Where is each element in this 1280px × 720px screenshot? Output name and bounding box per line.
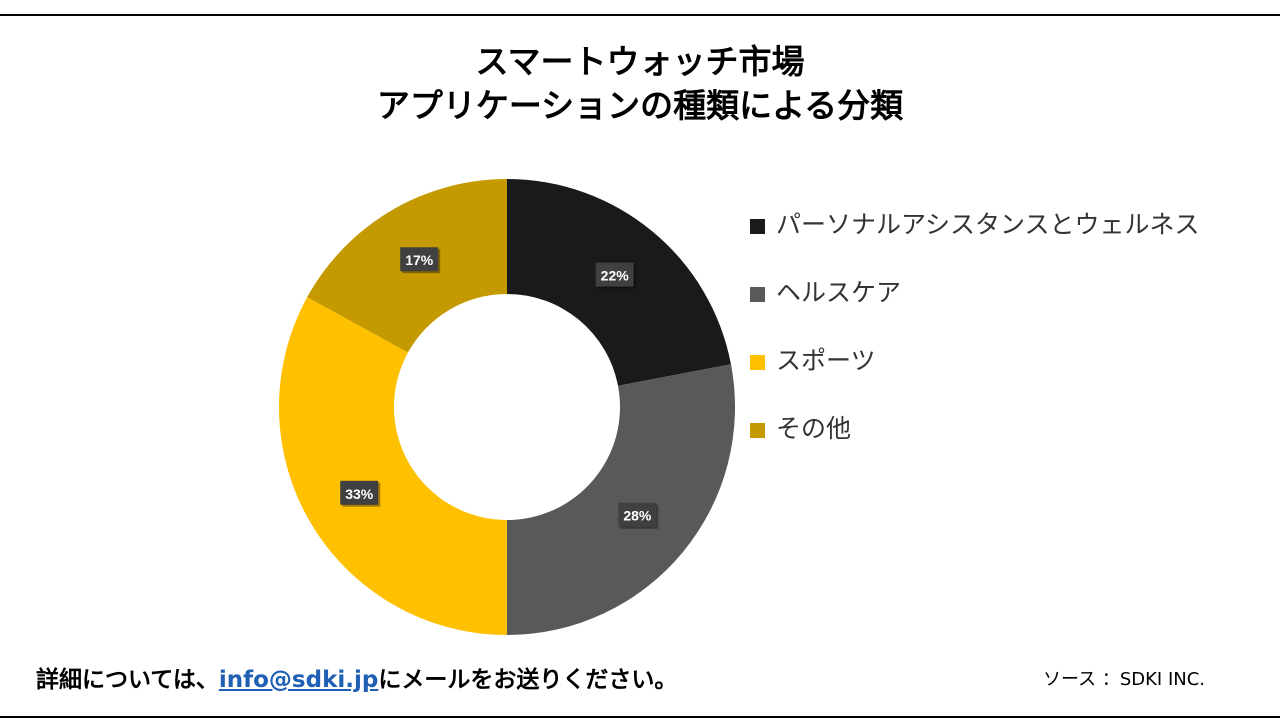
bottom-rule (0, 716, 1280, 718)
footer-prefix: 詳細については、 (36, 667, 219, 693)
data-label-4: 17% (400, 247, 441, 274)
legend-item-healthcare: ヘルスケア (750, 273, 1220, 313)
chart-title-line2: アプリケーションの種類による分類 (376, 86, 904, 125)
legend-item-sports: スポーツ (750, 341, 1220, 381)
legend-item-other: その他 (750, 409, 1220, 449)
data-label-3: 33% (340, 480, 381, 507)
legend-label: その他 (776, 414, 852, 443)
legend: パーソナルアシスタンスとウェルネス ヘルスケア スポーツ その他 (750, 205, 1220, 449)
data-label-2: 28% (618, 502, 659, 529)
data-label-text: 17% (405, 252, 434, 268)
data-label-1: 22% (595, 262, 636, 289)
legend-swatch (750, 423, 765, 438)
data-label-box (595, 262, 634, 287)
chart-title-line1: スマートウォッチ市場 (475, 42, 805, 81)
footer-suffix: にメールをお送りください。 (378, 667, 678, 693)
legend-label: ヘルスケア (776, 278, 902, 307)
top-rule (0, 14, 1280, 16)
donut-chart: 22% 28% 33% 17% (278, 179, 735, 635)
source-credit: ソース ：SDKI INC. (1043, 669, 1206, 690)
data-label-box (340, 480, 379, 505)
legend-swatch (750, 287, 765, 302)
legend-swatch (750, 219, 765, 234)
footer-contact: 詳細については、info@sdki.jpにメールをお送りください。 (36, 660, 677, 694)
data-label-box (400, 247, 439, 272)
legend-swatch (750, 355, 765, 370)
slice-healthcare (507, 364, 735, 635)
legend-label: スポーツ (776, 346, 876, 375)
email-link[interactable]: info@sdki.jp (218, 667, 379, 693)
data-label-text: 28% (623, 508, 652, 524)
chart-title: スマートウォッチ市場 アプリケーションの種類による分類 (0, 40, 1280, 128)
legend-item-personal-assistance: パーソナルアシスタンスとウェルネス (750, 205, 1220, 245)
legend-label: パーソナルアシスタンスとウェルネス (776, 210, 1200, 239)
slice-sports (278, 297, 507, 635)
data-label-text: 33% (345, 486, 374, 502)
data-label-box (618, 502, 657, 527)
data-label-text: 22% (601, 268, 630, 284)
